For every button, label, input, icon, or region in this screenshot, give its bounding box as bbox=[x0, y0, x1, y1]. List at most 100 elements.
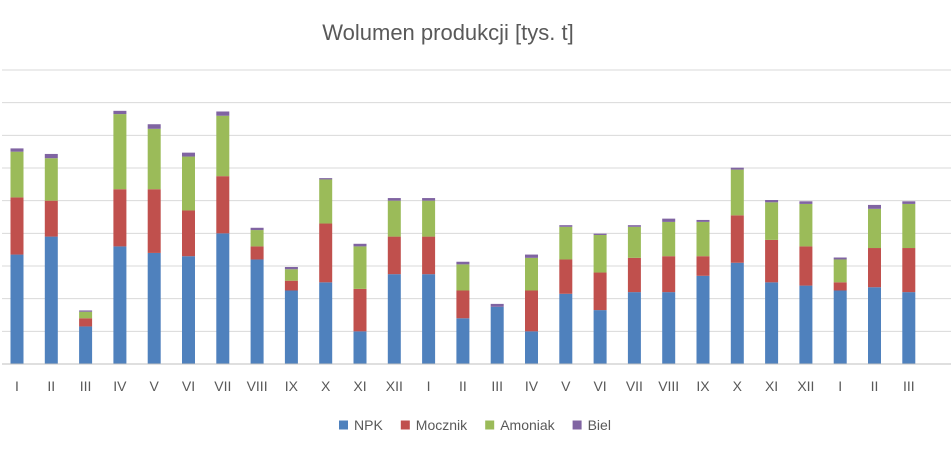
bar-segment-npk-11 bbox=[353, 331, 367, 364]
bar-segment-mocznik-16 bbox=[525, 290, 538, 332]
bar-segment-mocznik-8 bbox=[250, 246, 264, 260]
legend-swatch-npk bbox=[339, 420, 348, 430]
x-tick-label: II bbox=[459, 378, 467, 394]
x-tick-label: XI bbox=[353, 378, 366, 394]
legend-label-amoniak: Amoniak bbox=[500, 417, 555, 433]
bar-segment-npk-8 bbox=[250, 259, 264, 364]
bar-segment-amoniak-2 bbox=[44, 158, 58, 201]
bar-segment-biel-23 bbox=[765, 200, 779, 203]
bar-segment-npk-19 bbox=[627, 292, 641, 364]
bar-segment-amoniak-13 bbox=[422, 200, 436, 237]
bar-segment-npk-3 bbox=[79, 326, 93, 364]
bar-segment-biel-6 bbox=[182, 152, 195, 157]
bar-segment-npk-13 bbox=[422, 274, 436, 364]
bar-segment-mocznik-18 bbox=[593, 272, 607, 311]
bar-segment-npk-21 bbox=[696, 275, 710, 364]
chart-title: Wolumen produkcji [tys. t] bbox=[322, 20, 573, 45]
bar-segment-mocznik-7 bbox=[216, 176, 230, 234]
bar-segment-npk-1 bbox=[10, 254, 24, 364]
x-tick-label: IX bbox=[696, 378, 710, 394]
bar-segment-biel-21 bbox=[696, 219, 710, 222]
bar-segment-amoniak-17 bbox=[559, 226, 573, 260]
x-tick-label: I bbox=[15, 378, 19, 394]
bar-segment-mocznik-25 bbox=[833, 282, 847, 291]
bar-segment-npk-15 bbox=[490, 306, 504, 364]
bar-segment-biel-3 bbox=[79, 310, 93, 312]
bar-segment-biel-5 bbox=[147, 124, 161, 129]
x-tick-label: III bbox=[491, 378, 503, 394]
bar-segment-npk-23 bbox=[765, 282, 779, 364]
bar-segment-mocznik-12 bbox=[387, 236, 401, 275]
x-tick-label: VI bbox=[593, 378, 606, 394]
bar-segment-mocznik-21 bbox=[696, 256, 710, 276]
x-tick-label: IV bbox=[525, 378, 539, 394]
x-tick-label: III bbox=[903, 378, 915, 394]
bar-segment-amoniak-20 bbox=[662, 221, 676, 257]
bar-segment-amoniak-22 bbox=[730, 169, 744, 216]
bar-segment-mocznik-26 bbox=[868, 248, 881, 288]
bar-segment-npk-26 bbox=[868, 287, 881, 364]
legend-label-mocznik: Mocznik bbox=[416, 417, 468, 433]
x-tick-label: I bbox=[838, 378, 842, 394]
bar-segment-npk-27 bbox=[902, 292, 916, 364]
bar-segment-amoniak-23 bbox=[765, 202, 779, 240]
bar-segment-biel-27 bbox=[902, 201, 916, 204]
bar-segment-amoniak-18 bbox=[593, 234, 607, 273]
x-tick-label: IV bbox=[113, 378, 127, 394]
bar-segment-amoniak-21 bbox=[696, 221, 710, 257]
bar-segment-amoniak-14 bbox=[456, 264, 470, 291]
bar-segment-npk-5 bbox=[147, 252, 161, 364]
bar-segment-mocznik-9 bbox=[284, 280, 298, 291]
bar-segment-npk-10 bbox=[319, 282, 333, 364]
bar-segment-biel-9 bbox=[284, 266, 298, 270]
bar-segment-amoniak-6 bbox=[182, 156, 195, 211]
bar-segment-biel-8 bbox=[250, 227, 264, 231]
bar-segment-amoniak-1 bbox=[10, 151, 24, 198]
bar-segment-mocznik-24 bbox=[799, 246, 813, 286]
bar-segment-npk-17 bbox=[559, 293, 573, 364]
bar-segment-mocznik-5 bbox=[147, 189, 161, 253]
x-tick-label: V bbox=[150, 378, 160, 394]
bar-segment-amoniak-12 bbox=[387, 200, 401, 237]
x-tick-label: II bbox=[47, 378, 55, 394]
bar-segment-mocznik-27 bbox=[902, 248, 916, 293]
bar-segment-npk-20 bbox=[662, 292, 676, 364]
bar-segment-npk-22 bbox=[730, 262, 744, 364]
legend: NPK Mocznik Amoniak Biel bbox=[339, 417, 611, 433]
bar-segment-npk-24 bbox=[799, 285, 813, 364]
x-tick-label: V bbox=[561, 378, 571, 394]
bar-segment-biel-12 bbox=[387, 198, 401, 201]
bar-segment-mocznik-3 bbox=[79, 318, 93, 327]
bar-segment-amoniak-3 bbox=[79, 311, 93, 319]
bar-segment-mocznik-17 bbox=[559, 259, 573, 294]
bar-segment-npk-12 bbox=[387, 274, 401, 364]
bar-segment-biel-25 bbox=[833, 257, 847, 260]
bar-segment-amoniak-26 bbox=[868, 208, 881, 249]
x-tick-label: III bbox=[80, 378, 92, 394]
bar-segment-biel-17 bbox=[559, 225, 573, 227]
bar-segment-mocznik-4 bbox=[113, 189, 127, 247]
bar-segment-amoniak-24 bbox=[799, 203, 813, 247]
bar-segment-biel-15 bbox=[490, 303, 504, 307]
bar-segment-mocznik-2 bbox=[44, 200, 58, 237]
bar-segment-npk-14 bbox=[456, 318, 470, 364]
x-tick-label: I bbox=[427, 378, 431, 394]
bar-segment-amoniak-9 bbox=[284, 269, 298, 281]
legend-label-biel: Biel bbox=[588, 417, 611, 433]
bar-segment-amoniak-11 bbox=[353, 246, 367, 289]
bar-segment-mocznik-6 bbox=[182, 210, 195, 257]
bar-segment-biel-14 bbox=[456, 261, 470, 265]
bar-segment-biel-2 bbox=[44, 153, 58, 159]
bar-segment-mocznik-11 bbox=[353, 288, 367, 332]
x-tick-label: VII bbox=[214, 378, 231, 394]
bar-segment-mocznik-1 bbox=[10, 197, 24, 255]
bar-segment-biel-7 bbox=[216, 111, 230, 116]
bar-segment-biel-13 bbox=[422, 198, 436, 201]
bar-segment-amoniak-16 bbox=[525, 257, 538, 291]
x-tick-label: X bbox=[321, 378, 331, 394]
bar-segment-mocznik-23 bbox=[765, 239, 779, 283]
bar-segment-biel-26 bbox=[868, 204, 881, 209]
bar-segment-biel-10 bbox=[319, 178, 333, 180]
bar-segment-biel-20 bbox=[662, 218, 676, 222]
x-tick-label: VIII bbox=[247, 378, 268, 394]
